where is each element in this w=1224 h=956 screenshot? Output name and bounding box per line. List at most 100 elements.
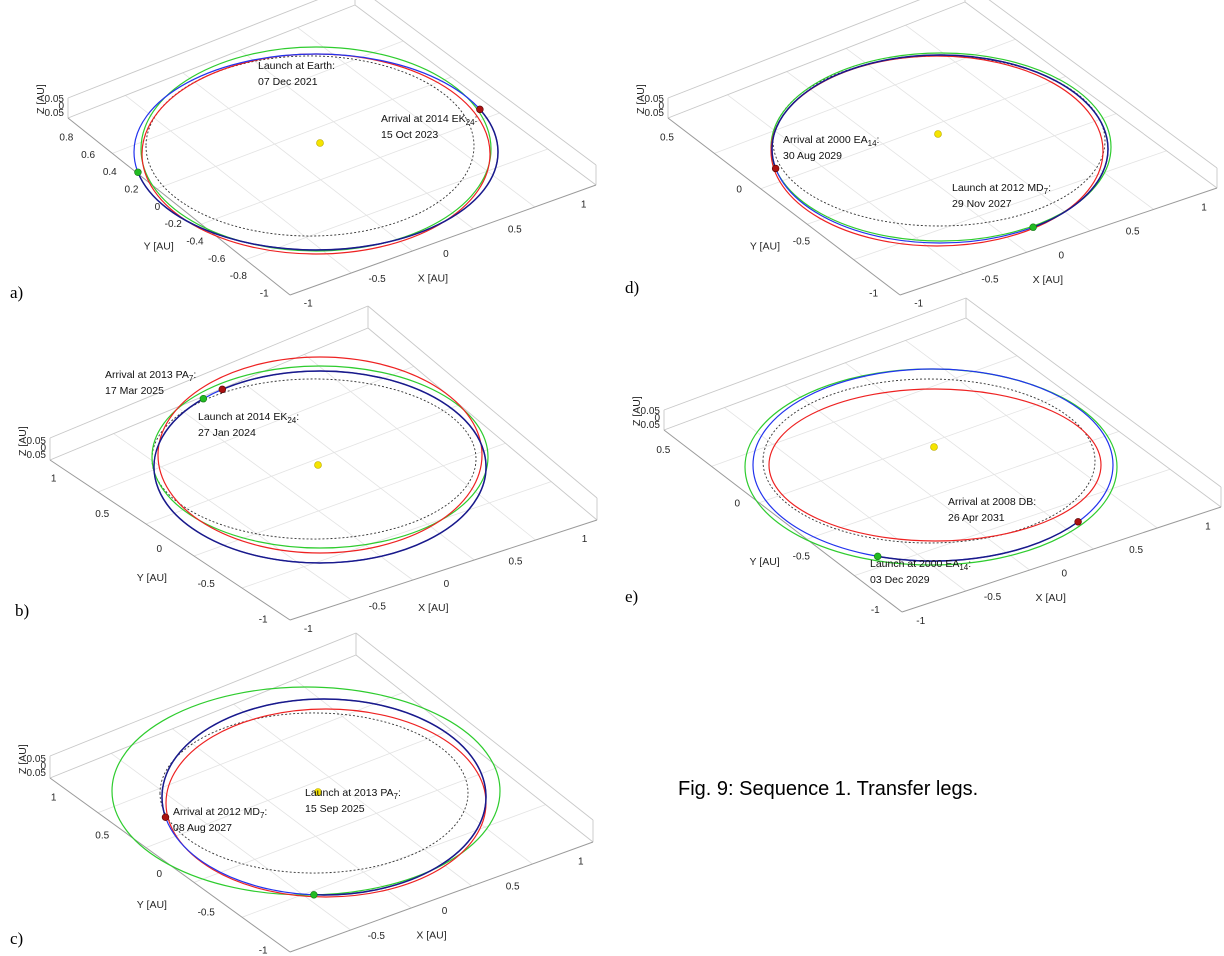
grid-line [844, 362, 1094, 550]
grid-line [294, 679, 533, 865]
grid-line [727, 94, 964, 274]
z-tick-label: 0.05 [45, 94, 65, 105]
launch-marker [873, 552, 882, 561]
axis-box-edge [667, 1, 966, 119]
arrival-annotation-label: Arrival at 2008 DB: [948, 496, 1036, 508]
arrival-marker [476, 105, 484, 114]
axis-line [899, 187, 1218, 296]
grid-line [201, 112, 500, 225]
grid-line [711, 355, 1018, 467]
arrival-annotation-text: Arrival at 2014 EK [381, 113, 466, 125]
y-tick-label: 0.6 [81, 150, 95, 161]
axis-box-edge [49, 654, 357, 779]
z-tick-label: -0.05 [41, 108, 64, 119]
grid-lines [97, 354, 552, 601]
x-tick-label: 1 [581, 200, 587, 211]
axis-box-edge [49, 632, 357, 757]
grid-line [854, 468, 1171, 576]
launch-date-label: 29 Nov 2027 [952, 198, 1012, 210]
departure-orbit-series [111, 686, 501, 896]
y-tick-label: -0.4 [186, 236, 204, 247]
axis-line [663, 429, 903, 613]
arrival-marker [161, 813, 170, 821]
panel-label: b) [15, 601, 29, 620]
grid-line [172, 728, 412, 909]
x-tick-label: 0.5 [1126, 226, 1140, 237]
y-tick-label: 0 [736, 185, 742, 196]
y-tick-label: -1 [869, 288, 878, 299]
y-tick-label: 0.8 [59, 133, 73, 144]
x-tick-label: 0.5 [506, 881, 520, 892]
x-tick-label: 1 [1201, 202, 1207, 213]
z-tick-label: 0 [658, 101, 664, 112]
z-tick-label: 0 [654, 413, 660, 424]
grid-line [176, 406, 414, 581]
panel-label: c) [10, 929, 23, 948]
x-tick-label: -1 [304, 624, 313, 635]
x-tick-label: 0 [1059, 251, 1065, 262]
axis-box-edge [367, 305, 598, 499]
panel-label: e) [625, 587, 638, 606]
x-axis-label: X [AU] [418, 273, 448, 285]
axis-box-edge [964, 1, 1218, 189]
arrival-annotation-subscript: 7 [189, 374, 194, 383]
launch-annotation-text: Launch at 2013 PA [305, 787, 394, 799]
launch-date-label: 03 Dec 2029 [870, 574, 930, 586]
axis-line [901, 506, 1222, 613]
x-tick-label: 1 [1205, 521, 1211, 532]
y-tick-label: 0.5 [660, 133, 674, 144]
launch-annotation-text: Launch at 2000 EA [870, 558, 959, 570]
axis-line [667, 117, 901, 296]
arrival-annotation-subscript: 7 [260, 811, 265, 820]
x-tick-label: 0 [443, 249, 449, 260]
axis-box-edge [355, 654, 594, 843]
launch-date-label: 15 Sep 2025 [305, 803, 365, 815]
x-tick-label: 1 [582, 534, 588, 545]
launch-annotation-colon: : [968, 558, 971, 570]
reference-orbit-series [762, 378, 1096, 544]
y-tick-label: -0.6 [208, 254, 226, 265]
axis-line [49, 459, 291, 621]
launch-annotation-subscript: 7 [1044, 187, 1049, 196]
arrival-annotation-label: Arrival at 2013 PA7: [105, 369, 196, 383]
y-tick-label: 0 [735, 498, 741, 509]
y-tick-label: -0.5 [793, 236, 811, 247]
launch-annotation-text: Launch at 2012 MD [952, 182, 1044, 194]
grid-line [233, 703, 473, 887]
arrival-annotation-colon: : [877, 134, 880, 146]
y-tick-label: -0.5 [198, 907, 216, 918]
orbits [770, 52, 1112, 247]
z-tick-label: -0.05 [23, 768, 46, 779]
arrival-annotation-colon: : [193, 369, 196, 381]
x-tick-label: -0.5 [981, 275, 999, 286]
grid-line [239, 49, 474, 230]
x-tick-label: 1 [578, 857, 584, 868]
axes-box [49, 305, 598, 621]
grid-lines [112, 27, 548, 274]
axis-box-edge [667, 0, 921, 99]
y-axis-label: Y [AU] [750, 241, 780, 253]
x-tick-label: 0.5 [508, 224, 522, 235]
x-tick-label: 0 [442, 906, 448, 917]
launch-annotation-label: Launch at 2012 MD7: [952, 182, 1051, 196]
grid-line [113, 433, 352, 601]
x-axis-label: X [AU] [416, 930, 446, 942]
arrival-date-label: 30 Aug 2029 [783, 150, 842, 162]
transfer-arc-series [153, 370, 487, 564]
arrival-annotation-text: Arrival at 2012 MD [173, 806, 260, 818]
x-tick-label: 0 [1062, 569, 1068, 580]
grid-line [182, 72, 413, 252]
grid-line [905, 340, 1158, 529]
grid-lines [97, 679, 546, 931]
arrival-annotation-label: Arrival at 2014 EK24: [381, 113, 477, 127]
sun-marker [934, 130, 942, 138]
launch-marker [310, 891, 318, 899]
arrival-date-label: 17 Mar 2025 [105, 385, 164, 397]
axis-line [67, 117, 291, 296]
axis-line [289, 841, 594, 953]
y-tick-label: 0 [155, 202, 161, 213]
launch-annotation-colon: : [296, 411, 299, 423]
arrival-date-label: 26 Apr 2031 [948, 512, 1005, 524]
